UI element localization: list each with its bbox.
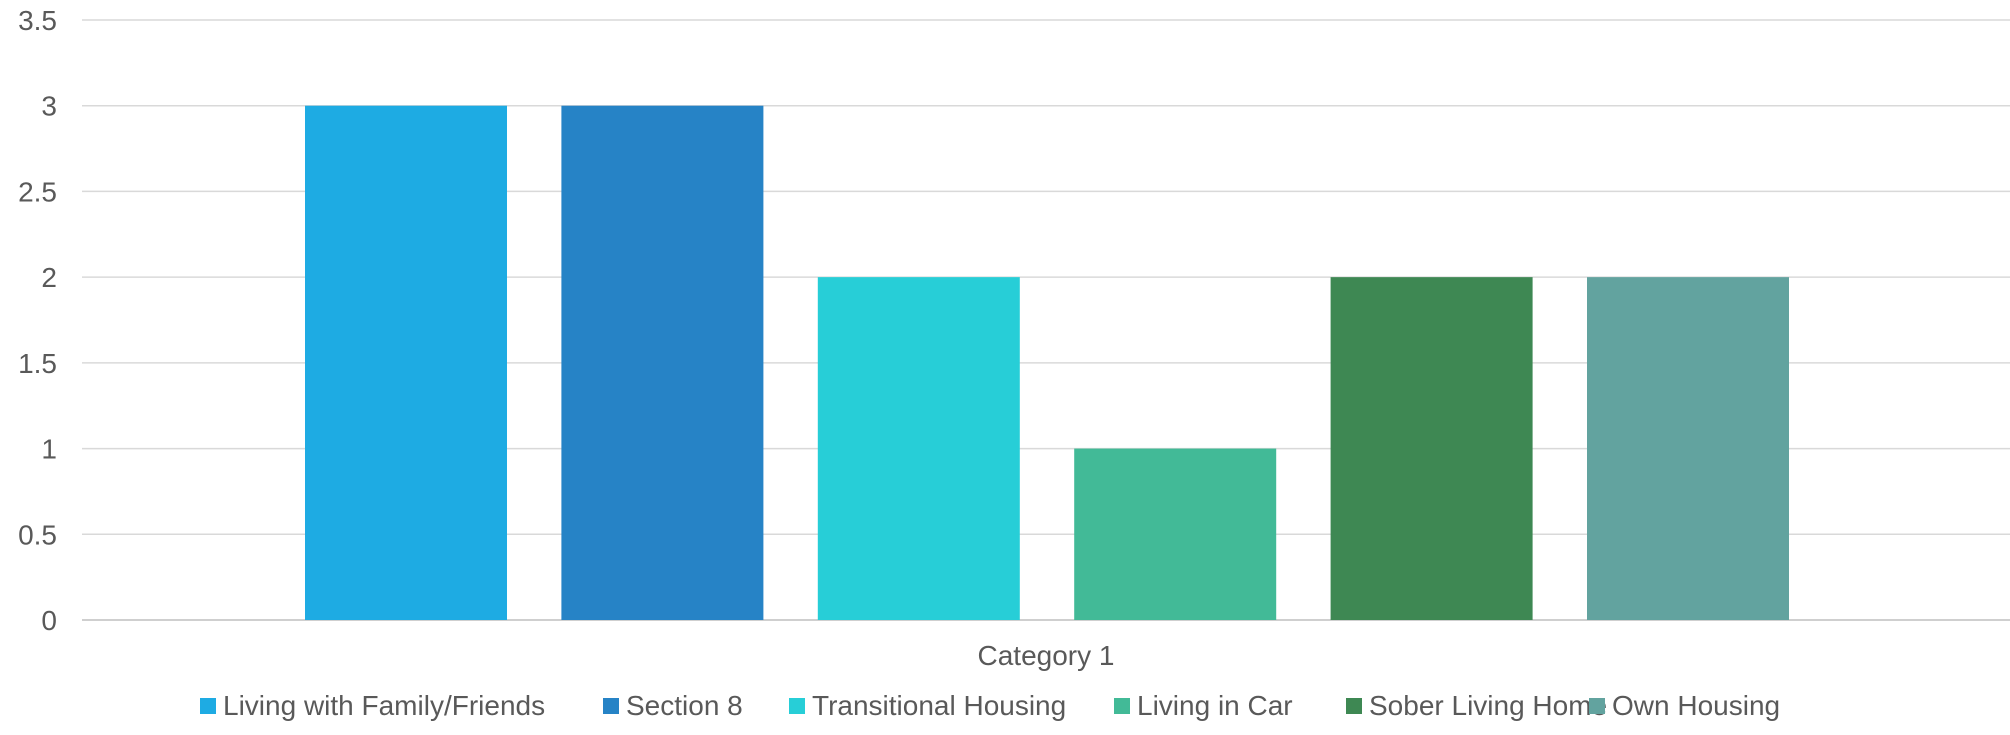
y-tick-label: 0 bbox=[41, 605, 57, 636]
legend-item-living-in-car: Living in Car bbox=[1114, 690, 1293, 721]
legend-item-transitional-housing: Transitional Housing bbox=[789, 690, 1066, 721]
legend-item-section-8: Section 8 bbox=[603, 690, 743, 721]
legend-label: Own Housing bbox=[1612, 690, 1780, 721]
bar-living-in-car bbox=[1074, 448, 1277, 620]
y-axis-tick-labels: 0 0.5 1 1.5 2 2.5 3 3.5 bbox=[18, 5, 57, 636]
legend-swatch bbox=[200, 698, 216, 714]
y-tick-label: 0.5 bbox=[18, 519, 57, 550]
y-tick-label: 1.5 bbox=[18, 348, 57, 379]
legend-swatch bbox=[1589, 698, 1605, 714]
legend-label: Sober Living Home bbox=[1369, 690, 1607, 721]
bars bbox=[305, 105, 1789, 620]
legend-label: Section 8 bbox=[626, 690, 743, 721]
y-tick-label: 2 bbox=[41, 262, 57, 293]
legend: Living with Family/Friends Section 8 Trans… bbox=[200, 690, 1780, 721]
legend-swatch bbox=[1346, 698, 1362, 714]
bar-transitional-housing bbox=[817, 277, 1020, 620]
y-tick-label: 2.5 bbox=[18, 176, 57, 207]
y-tick-label: 3.5 bbox=[18, 5, 57, 36]
bar-section-8 bbox=[561, 105, 764, 620]
y-tick-label: 3 bbox=[41, 91, 57, 122]
bar-living-with-family-friends bbox=[305, 105, 507, 620]
legend-label: Living in Car bbox=[1137, 690, 1293, 721]
x-axis-category-labels: Category 1 bbox=[978, 640, 1115, 671]
category-label: Category 1 bbox=[978, 640, 1115, 671]
legend-item-own-housing: Own Housing bbox=[1589, 690, 1780, 721]
y-tick-label: 1 bbox=[41, 434, 57, 465]
bar-own-housing bbox=[1587, 277, 1789, 620]
legend-label: Transitional Housing bbox=[812, 690, 1066, 721]
legend-swatch bbox=[1114, 698, 1130, 714]
legend-swatch bbox=[789, 698, 805, 714]
legend-label: Living with Family/Friends bbox=[223, 690, 545, 721]
bar-sober-living-home bbox=[1330, 277, 1533, 620]
legend-swatch bbox=[603, 698, 619, 714]
legend-item-sober-living-home: Sober Living Home bbox=[1346, 690, 1607, 721]
legend-item-living-with-family-friends: Living with Family/Friends bbox=[200, 690, 545, 721]
